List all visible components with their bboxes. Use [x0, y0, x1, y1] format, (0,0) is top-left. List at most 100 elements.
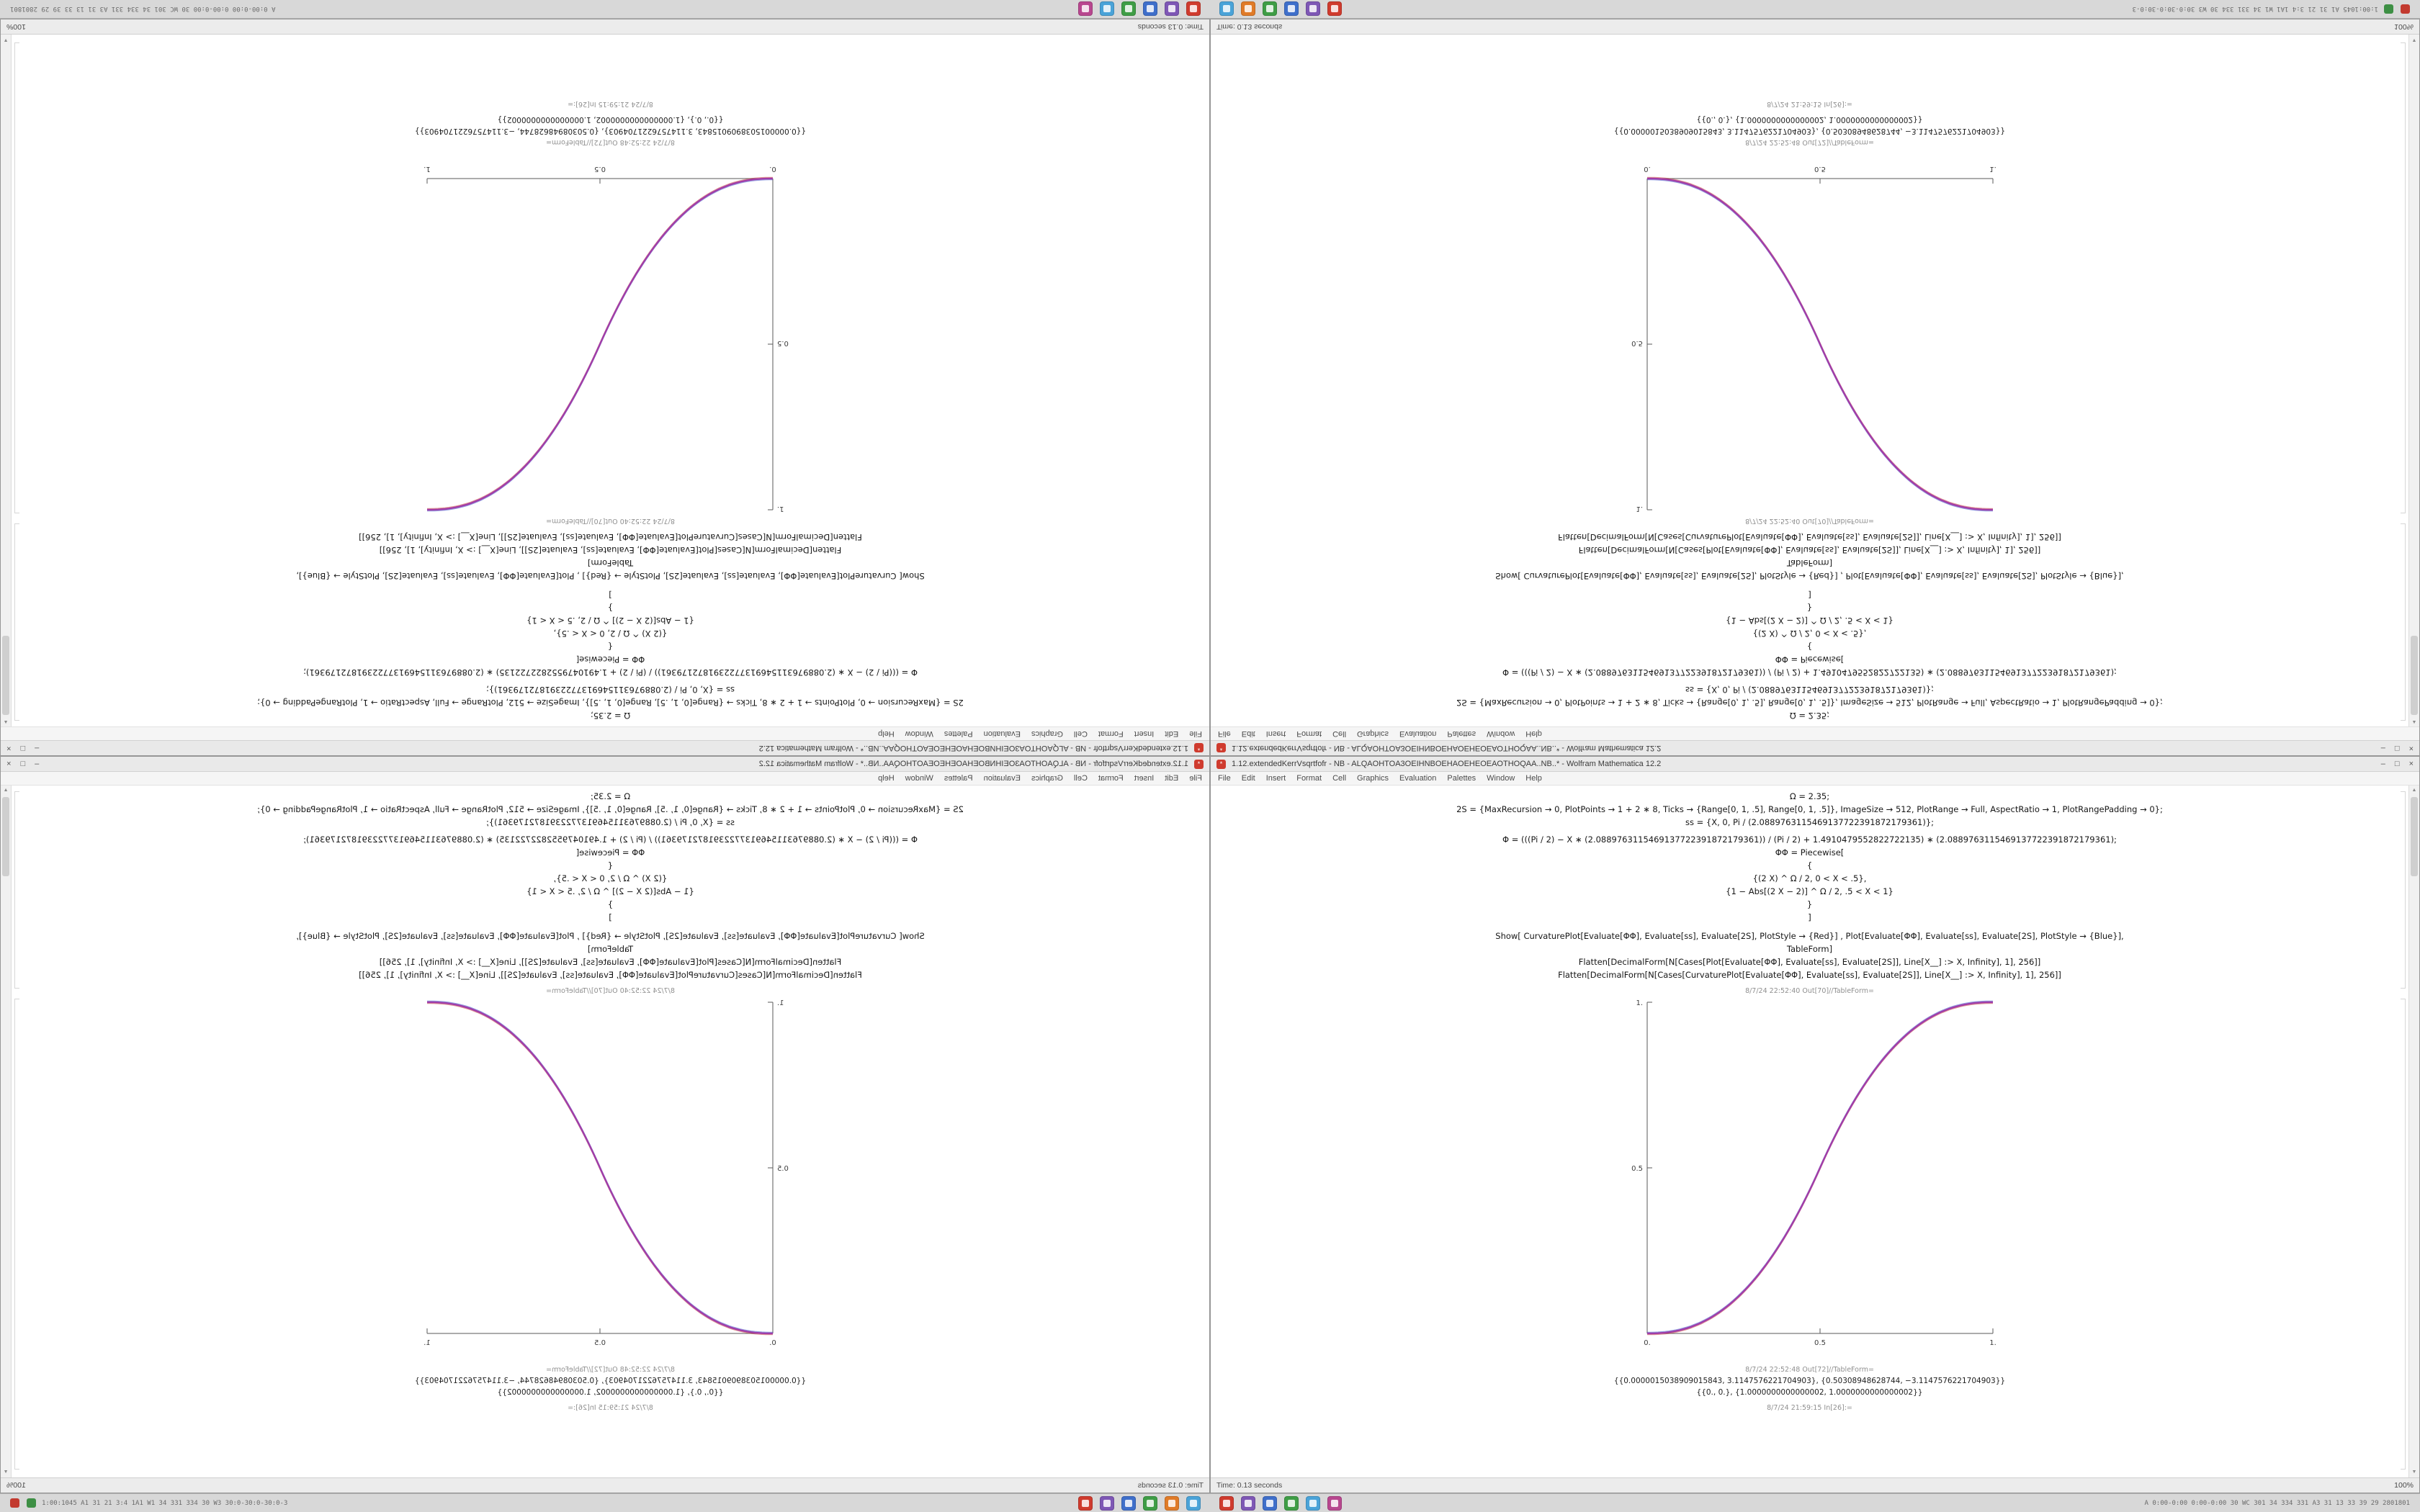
- code-line[interactable]: 2S = {MaxRecursion → 0, PlotPoints → 1 +…: [1456, 698, 2163, 708]
- window-titlebar[interactable]: * 1.12.extendedKerrVsqrtfofr - NB - ALQA…: [1, 740, 1209, 755]
- plot-output[interactable]: 0. 0.5 1. 0.5 1.: [424, 152, 798, 516]
- menu-window[interactable]: Window: [1487, 774, 1515, 783]
- menu-file[interactable]: File: [1218, 774, 1231, 783]
- window-titlebar[interactable]: * 1.12.extendedKerrVsqrtfofr - NB - ALQA…: [1, 757, 1209, 772]
- code-line[interactable]: Show[ CurvaturePlot[Evaluate[ΦΦ], Evalua…: [296, 931, 925, 941]
- code-line[interactable]: ΦΦ = Piecewise[: [575, 847, 645, 858]
- plot-output[interactable]: 0. 0.5 1. 0.5 1.: [1623, 152, 1997, 516]
- cell-bracket[interactable]: [2401, 791, 2406, 989]
- maximize-button[interactable]: □: [20, 744, 26, 752]
- close-button[interactable]: ×: [2408, 744, 2414, 752]
- close-button[interactable]: ×: [6, 744, 12, 752]
- code-line[interactable]: ss = {X, 0, Pi / (2.08897631154691377223…: [1685, 685, 1935, 695]
- taskbar-app-icon[interactable]: [1219, 1495, 1234, 1511]
- taskbar-app-icon[interactable]: [1100, 1495, 1114, 1511]
- code-line[interactable]: {: [1806, 860, 1813, 870]
- menu-palettes[interactable]: Palettes: [1447, 729, 1476, 738]
- menu-insert[interactable]: Insert: [1265, 729, 1286, 738]
- scroll-up-arrow[interactable]: ▲: [2411, 788, 2417, 793]
- code-line[interactable]: Φ = (((Pi / 2) − X ∗ (2.0889763115469137…: [1502, 834, 2117, 845]
- taskbar-app-icon[interactable]: [1241, 1, 1255, 17]
- code-line[interactable]: {(2 X) ^ Ω / 2, 0 < X < .5},: [1752, 629, 1867, 639]
- code-line[interactable]: }: [607, 603, 614, 613]
- code-line[interactable]: Show[ CurvaturePlot[Evaluate[ΦΦ], Evalua…: [1495, 931, 2124, 941]
- cell-bracket[interactable]: [14, 42, 19, 513]
- code-line[interactable]: {(2 X) ^ Ω / 2, 0 < X < .5},: [553, 873, 668, 883]
- window-titlebar[interactable]: * 1.12.extendedKerrVsqrtfofr - NB - ALQA…: [1211, 757, 2419, 772]
- maximize-button[interactable]: □: [2394, 760, 2400, 768]
- menu-cell[interactable]: Cell: [1332, 774, 1347, 783]
- menu-help[interactable]: Help: [1525, 774, 1542, 783]
- maximize-button[interactable]: □: [2394, 744, 2400, 752]
- maximize-button[interactable]: □: [20, 760, 26, 768]
- notebook-area[interactable]: Ω = 2.35; 2S = {MaxRecursion → 0, PlotPo…: [12, 35, 1209, 726]
- scroll-down-arrow[interactable]: ▼: [2411, 37, 2417, 42]
- taskbar-app-icon[interactable]: [2401, 4, 2410, 14]
- code-line[interactable]: }: [1806, 899, 1813, 909]
- code-line[interactable]: ]: [1808, 912, 1811, 922]
- vertical-scrollbar[interactable]: ▲ ▼: [1, 786, 12, 1477]
- taskbar-app-icon[interactable]: [1186, 1, 1201, 17]
- menu-window[interactable]: Window: [905, 774, 933, 783]
- menu-help[interactable]: Help: [878, 774, 895, 783]
- taskbar-app-icon[interactable]: [1306, 1495, 1320, 1511]
- code-line[interactable]: {: [1806, 642, 1813, 652]
- menu-cell[interactable]: Cell: [1073, 774, 1088, 783]
- cell-bracket[interactable]: [14, 999, 19, 1470]
- menu-edit[interactable]: Edit: [1241, 774, 1255, 783]
- code-line[interactable]: Flatten[DecimalForm[N[Cases[Plot[Evaluat…: [379, 545, 842, 555]
- code-line[interactable]: TableForm]: [587, 944, 634, 954]
- code-line[interactable]: 2S = {MaxRecursion → 0, PlotPoints → 1 +…: [257, 698, 964, 708]
- code-line[interactable]: Flatten[DecimalForm[N[Cases[CurvaturePlo…: [359, 532, 862, 542]
- menu-insert[interactable]: Insert: [1134, 774, 1155, 783]
- code-line[interactable]: Φ = (((Pi / 2) − X ∗ (2.0889763115469137…: [1502, 667, 2117, 678]
- taskbar-app-icon[interactable]: [1100, 1, 1114, 17]
- code-line[interactable]: TableForm]: [1786, 558, 1833, 568]
- taskbar-app-icon[interactable]: [1143, 1, 1157, 17]
- taskbar-app-icon[interactable]: [1306, 1, 1320, 17]
- code-line[interactable]: Flatten[DecimalForm[N[Cases[CurvaturePlo…: [359, 970, 862, 980]
- menu-format[interactable]: Format: [1296, 774, 1322, 783]
- code-line[interactable]: ]: [609, 590, 612, 600]
- taskbar-app-icon[interactable]: [27, 1498, 36, 1508]
- notebook-area[interactable]: Ω = 2.35; 2S = {MaxRecursion → 0, PlotPo…: [1211, 786, 2408, 1477]
- code-line[interactable]: Show[ CurvaturePlot[Evaluate[ΦΦ], Evalua…: [296, 571, 925, 581]
- code-line[interactable]: {(2 X) ^ Ω / 2, 0 < X < .5},: [553, 629, 668, 639]
- taskbar-app-icon[interactable]: [1078, 1495, 1093, 1511]
- code-line[interactable]: }: [607, 899, 614, 909]
- vertical-scrollbar[interactable]: ▲ ▼: [2408, 35, 2419, 726]
- menu-graphics[interactable]: Graphics: [1357, 774, 1389, 783]
- minimize-button[interactable]: –: [35, 744, 40, 752]
- taskbar-app-icon[interactable]: [1284, 1495, 1299, 1511]
- menu-palettes[interactable]: Palettes: [944, 774, 973, 783]
- close-button[interactable]: ×: [2408, 760, 2414, 768]
- zoom-indicator[interactable]: 100%: [6, 1481, 26, 1490]
- taskbar-app-icon[interactable]: [1121, 1495, 1136, 1511]
- scrollbar-thumb[interactable]: [2, 797, 9, 876]
- scroll-up-arrow[interactable]: ▲: [3, 788, 9, 793]
- input-cell[interactable]: Ω = 2.35; 2S = {MaxRecursion → 0, PlotPo…: [1211, 790, 2408, 981]
- code-line[interactable]: TableForm]: [1786, 944, 1833, 954]
- menu-window[interactable]: Window: [1487, 729, 1515, 738]
- code-line[interactable]: {1 − Abs[(2 X − 2)] ^ Ω / 2, .5 < X < 1}: [526, 616, 694, 626]
- taskbar-app-icon[interactable]: [1241, 1495, 1255, 1511]
- code-line[interactable]: Φ = (((Pi / 2) − X ∗ (2.0889763115469137…: [303, 667, 918, 678]
- input-cell[interactable]: Ω = 2.35; 2S = {MaxRecursion → 0, PlotPo…: [12, 531, 1209, 722]
- menu-graphics[interactable]: Graphics: [1031, 729, 1063, 738]
- menu-cell[interactable]: Cell: [1073, 729, 1088, 738]
- menu-format[interactable]: Format: [1098, 729, 1124, 738]
- scroll-up-arrow[interactable]: ▲: [2411, 719, 2417, 724]
- taskbar-app-icon[interactable]: [1143, 1495, 1157, 1511]
- vertical-scrollbar[interactable]: ▲ ▼: [2408, 786, 2419, 1477]
- taskbar-app-icon[interactable]: [1263, 1495, 1277, 1511]
- code-line[interactable]: Ω = 2.35;: [1789, 711, 1830, 721]
- code-line[interactable]: ΦΦ = Piecewise[: [1775, 654, 1845, 665]
- taskbar-app-icon[interactable]: [2384, 4, 2393, 14]
- menu-format[interactable]: Format: [1098, 774, 1124, 783]
- code-line[interactable]: Ω = 2.35;: [1789, 791, 1830, 801]
- window-titlebar[interactable]: * 1.12.extendedKerrVsqrtfofr - NB - ALQA…: [1211, 740, 2419, 755]
- menu-file[interactable]: File: [1189, 729, 1202, 738]
- code-line[interactable]: TableForm]: [587, 558, 634, 568]
- taskbar-app-icon[interactable]: [1121, 1, 1136, 17]
- code-line[interactable]: ss = {X, 0, Pi / (2.08897631154691377223…: [485, 685, 735, 695]
